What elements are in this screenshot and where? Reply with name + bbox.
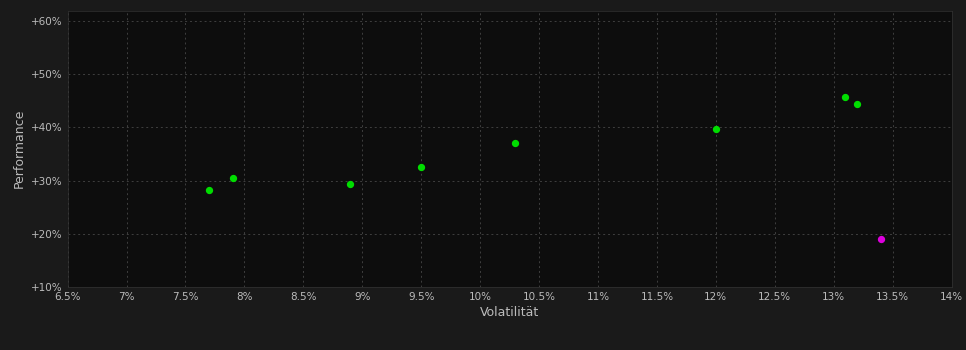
Point bbox=[413, 164, 429, 170]
Point bbox=[838, 94, 853, 100]
X-axis label: Volatilität: Volatilität bbox=[480, 306, 539, 319]
Y-axis label: Performance: Performance bbox=[13, 109, 25, 188]
Point bbox=[201, 187, 216, 192]
Point bbox=[708, 126, 724, 131]
Point bbox=[225, 175, 241, 181]
Point bbox=[873, 236, 889, 241]
Point bbox=[343, 182, 358, 187]
Point bbox=[849, 101, 865, 106]
Point bbox=[508, 141, 524, 146]
